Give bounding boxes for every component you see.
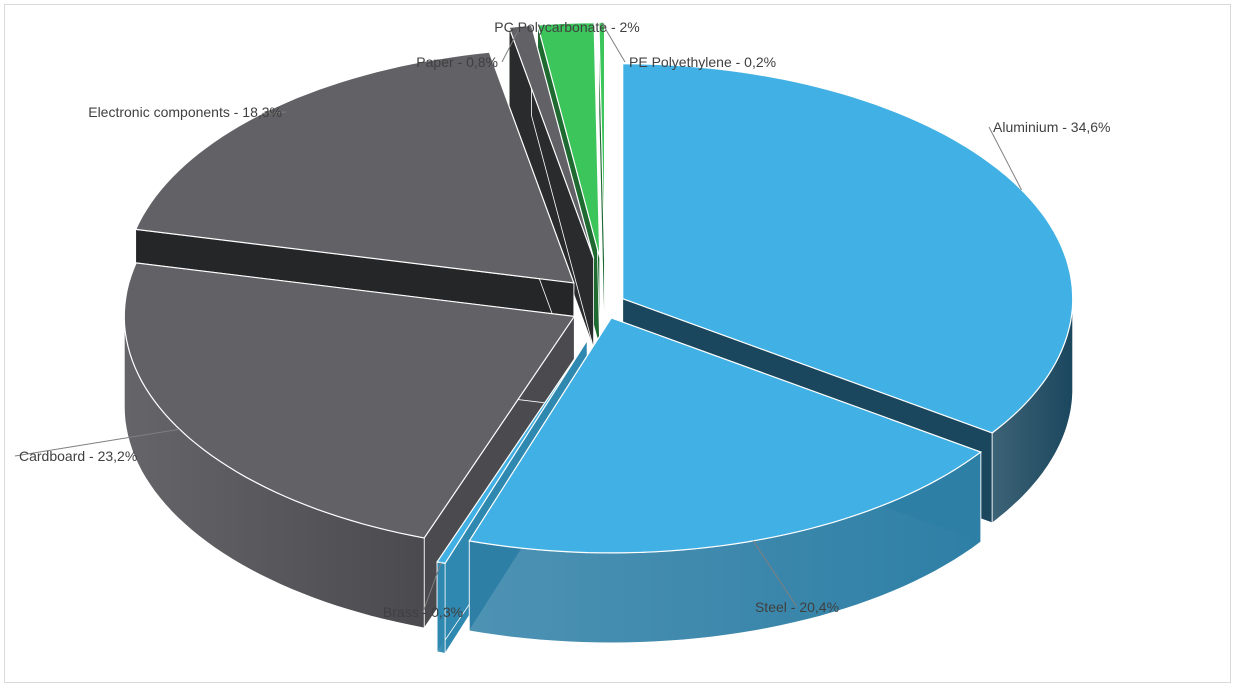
data-label-electronic-components: Electronic components - 18,3% [88, 104, 282, 120]
pie-slice-paper [508, 24, 595, 349]
leader-line-aluminium [988, 126, 1022, 191]
leader-line-cardboard [14, 428, 180, 457]
pie-slice-steel [468, 316, 983, 644]
leader-line-steel [752, 540, 798, 608]
data-label-brass: Brass - 0,3% [383, 604, 463, 620]
data-label-pe-polyethylene: PE Polyethylene - 0,2% [629, 54, 776, 70]
leader-line-electronic-components [262, 111, 287, 114]
pie-chart: Aluminium - 34,6% Steel - 20,4% Brass - 0,… [14, 19, 1111, 655]
leader-line-brass [422, 562, 442, 613]
leader-line-pc-polycarbonate [565, 23, 568, 28]
data-label-paper: Paper - 0,8% [416, 54, 498, 70]
data-label-aluminium: Aluminium - 34,6% [993, 119, 1111, 135]
data-label-pc-polycarbonate: PC Polycarbonate - 2% [494, 19, 640, 35]
leader-line-paper [501, 26, 521, 63]
pie-slice-pe-polyethylene [598, 21, 606, 348]
data-label-steel: Steel - 20,4% [755, 599, 839, 615]
data-label-cardboard: Cardboard - 23,2% [19, 448, 137, 464]
chart-area: Aluminium - 34,6% Steel - 20,4% Brass - 0,… [4, 4, 1231, 683]
leader-line-pe-polyethylene [601, 22, 626, 63]
